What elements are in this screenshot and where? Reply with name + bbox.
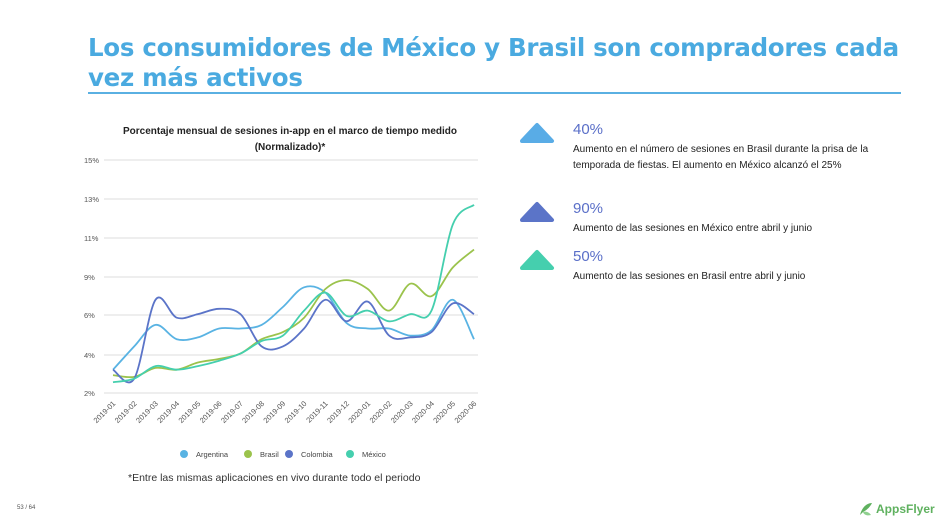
x-tick-label: 2019-05	[177, 399, 203, 425]
chart-title: Porcentaje mensual de sesiones in-app en…	[123, 126, 457, 153]
footnote: *Entre las mismas aplicaciones en vivo d…	[128, 472, 421, 484]
x-tick-label: 2019-10	[283, 399, 309, 425]
x-tick-label: 2019-03	[134, 399, 160, 425]
x-tick-label: 2020-02	[368, 399, 394, 425]
triangle-up-icon	[520, 123, 554, 143]
x-tick-label: 2019-01	[92, 399, 118, 425]
legend-label: México	[362, 450, 386, 459]
legend-label: Argentina	[196, 450, 229, 459]
x-tick-label: 2020-03	[389, 399, 415, 425]
stat-description: Aumento de las sesiones en Brasil entre …	[573, 271, 806, 282]
x-tick-label: 2019-12	[325, 399, 351, 425]
legend-marker	[285, 450, 293, 458]
x-tick-label: 2019-08	[240, 399, 266, 425]
x-tick-label: 2019-06	[198, 399, 224, 425]
stat-percent: 40%	[573, 121, 604, 138]
appsflyer-logo-icon	[860, 503, 872, 516]
x-tick-label: 2020-01	[346, 399, 372, 425]
series-line-brasil	[112, 248, 475, 379]
x-tick-label: 2020-06	[453, 399, 479, 425]
series-line-colombia	[112, 296, 475, 384]
x-tick-label: 2020-04	[410, 399, 436, 425]
legend-label: Brasil	[260, 450, 279, 459]
y-tick-label: 13%	[84, 195, 99, 204]
logo-text: AppsFlyer	[876, 502, 935, 516]
x-tick-label: 2019-09	[261, 399, 287, 425]
stat-percent: 90%	[573, 200, 604, 217]
triangle-up-icon	[520, 202, 554, 222]
x-tick-label: 2019-07	[219, 399, 245, 425]
legend-marker	[180, 450, 188, 458]
page-title: Los consumidores de México y Brasil son …	[88, 33, 899, 92]
x-tick-label: 2019-02	[113, 399, 139, 425]
stat-description: Aumento en el número de sesiones en Bras…	[573, 144, 869, 171]
page-number: 53 / 64	[17, 505, 36, 511]
x-tick-label: 2020-05	[431, 399, 457, 425]
title-divider	[88, 92, 901, 94]
stat-description: Aumento de las sesiones en México entre …	[573, 223, 813, 234]
y-tick-label: 9%	[84, 273, 95, 282]
stat-percent: 50%	[573, 248, 604, 265]
appsflyer-logo: AppsFlyer	[858, 500, 935, 518]
y-tick-label: 6%	[84, 311, 95, 320]
triangle-up-icon	[520, 250, 554, 270]
series-line-mxico	[112, 204, 475, 384]
x-tick-label: 2019-04	[155, 399, 181, 425]
legend-marker	[346, 450, 354, 458]
y-tick-label: 15%	[84, 156, 99, 165]
legend-marker	[244, 450, 252, 458]
y-tick-label: 2%	[84, 389, 95, 398]
y-tick-label: 4%	[84, 351, 95, 360]
series-line-argentina	[112, 285, 475, 371]
legend-label: Colombia	[301, 450, 334, 459]
y-tick-label: 11%	[84, 234, 99, 243]
